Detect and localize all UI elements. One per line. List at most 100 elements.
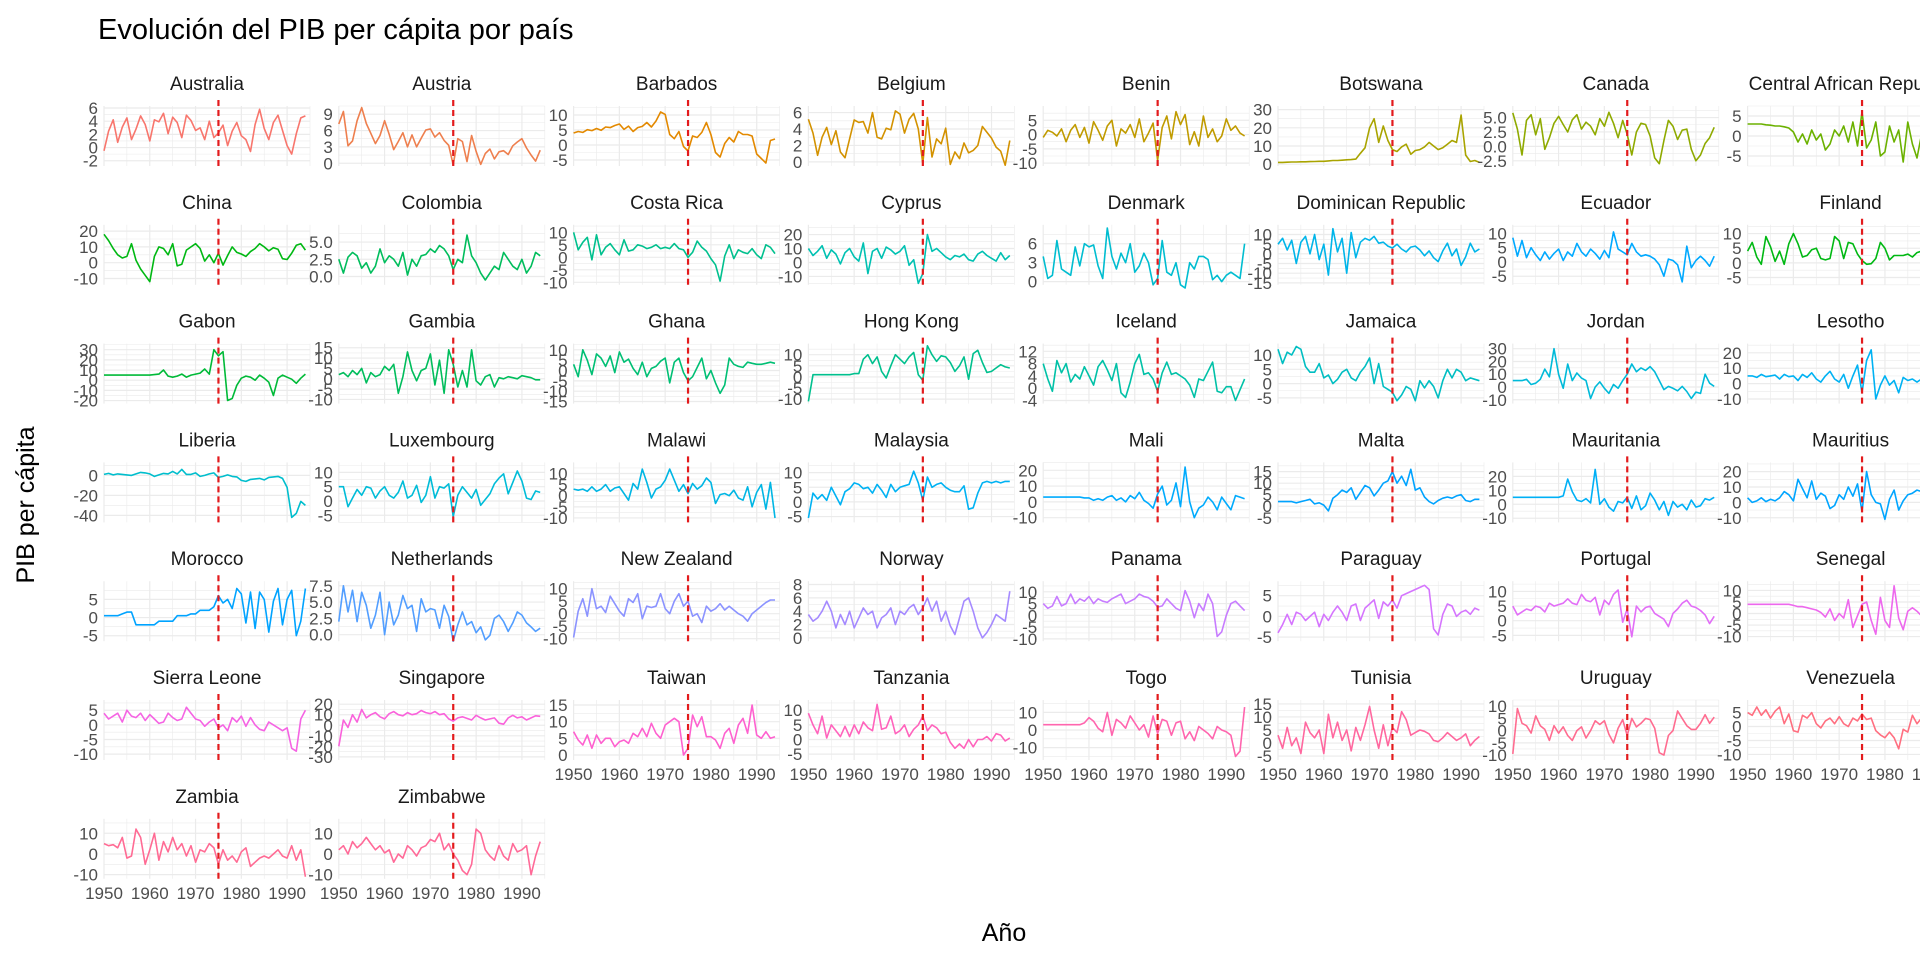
y-tick-label: 6 (89, 99, 98, 118)
series-line (103, 828, 307, 877)
y-tick-label: -2.5 (1478, 152, 1507, 171)
x-tick-label: 1950 (1024, 765, 1062, 784)
facet-panel: Paraguay -5 05 (1257, 549, 1485, 647)
facet-strip-label: Panama (1111, 549, 1182, 570)
y-tick-label: 20 (1018, 461, 1037, 480)
y-tick-label: 0 (1028, 273, 1037, 292)
facet-strip-label: Iceland (1116, 312, 1177, 333)
y-tick-label: 5 (1028, 595, 1037, 614)
y-tick-label: 15 (1253, 695, 1272, 714)
y-tick-label: 0 (323, 154, 332, 173)
y-tick-label: 5 (1732, 107, 1741, 126)
panel-grid (1277, 462, 1485, 523)
y-tick-label: 10 (783, 701, 802, 720)
y-tick-label: 3 (323, 138, 332, 157)
series-line (338, 708, 541, 747)
y-tick-label: -5 (1726, 268, 1741, 287)
y-tick-label: 20 (1723, 344, 1742, 363)
series-line (103, 233, 307, 283)
y-tick-label: 5 (1263, 360, 1272, 379)
facet-strip-label: Colombia (402, 193, 483, 214)
series-line (1747, 470, 1920, 521)
facet-strip-label: Togo (1126, 668, 1167, 689)
y-tick-label: 20 (783, 226, 802, 245)
x-tick-label: 1990 (1442, 765, 1480, 784)
y-tick-label: -10 (543, 382, 568, 401)
y-tick-label: -20 (308, 737, 333, 756)
y-tick-label: -5 (1726, 147, 1741, 166)
x-tick-label: 1990 (738, 765, 776, 784)
x-tick-label: 1970 (1351, 765, 1389, 784)
panel-grid (807, 343, 1015, 404)
y-tick-label: 6 (323, 122, 332, 141)
x-tick-label: 1970 (1116, 765, 1154, 784)
y-tick-label: 10 (1253, 346, 1272, 365)
x-tick-label: 1960 (600, 765, 638, 784)
facet-strip-label: Venezuela (1806, 668, 1895, 689)
panel-grid (1277, 581, 1485, 642)
series-line (1512, 589, 1715, 638)
y-tick-label: 0 (1028, 126, 1037, 145)
y-tick-label: -5 (552, 261, 567, 280)
series-line (338, 584, 541, 643)
series-line (104, 348, 306, 402)
y-tick-label: -5 (552, 372, 567, 391)
facet-strip-label: Luxembourg (389, 430, 495, 451)
facet-strip-label: Ghana (648, 312, 705, 333)
y-tick-label: 10 (1488, 697, 1507, 716)
y-tick-label: 10 (314, 706, 333, 725)
y-tick-label: -15 (543, 393, 568, 412)
y-tick-label: 2.5 (309, 250, 333, 269)
y-tick-label: -5 (1492, 267, 1507, 286)
x-tick-label: 1990 (1912, 765, 1920, 784)
y-tick-label: 0 (89, 716, 98, 735)
y-tick-label: 2.5 (1483, 123, 1507, 142)
y-tick-label: 20 (1723, 463, 1742, 482)
facet-strip-label: Finland (1819, 193, 1881, 214)
y-tick-label: 10 (1018, 477, 1037, 496)
facet-panel: Central African Republic -505 (1726, 74, 1920, 167)
y-tick-label: 20 (79, 222, 98, 241)
facet-panel: Canada -2.50.02.55.0 (1478, 74, 1720, 171)
series-line (103, 706, 307, 753)
y-tick-label: 0 (558, 136, 567, 155)
facet-strip-label: Benin (1122, 74, 1171, 95)
y-tick-label: 5 (793, 357, 802, 376)
y-tick-label: 0 (1497, 722, 1506, 741)
y-tick-label: 5 (1732, 593, 1741, 612)
y-tick-label: 30 (1253, 101, 1272, 120)
panel-grid (1042, 462, 1250, 523)
facet-strip-label: Hong Kong (864, 312, 959, 333)
y-tick-label: -10 (1717, 628, 1742, 647)
series-line (807, 344, 1010, 402)
y-tick-label: 0 (1263, 607, 1272, 626)
panel-grid (103, 224, 311, 285)
facet-strip-label: Gambia (409, 312, 476, 333)
x-tick-label: 1980 (457, 884, 495, 903)
series-line (1043, 707, 1246, 758)
y-tick-label: -10 (73, 745, 98, 764)
facet-strip-label: Senegal (1816, 549, 1886, 570)
y-tick-label: 0.0 (1483, 137, 1507, 156)
series-line (572, 232, 776, 282)
y-tick-label: 0 (89, 371, 98, 390)
y-tick-label: 2.5 (309, 609, 333, 628)
y-tick-label: 0 (558, 487, 567, 506)
y-tick-label: 5 (1263, 587, 1272, 606)
y-tick-label: 5 (793, 478, 802, 497)
panel-grid (103, 581, 311, 642)
facet-strip-label: Tanzania (873, 668, 949, 689)
